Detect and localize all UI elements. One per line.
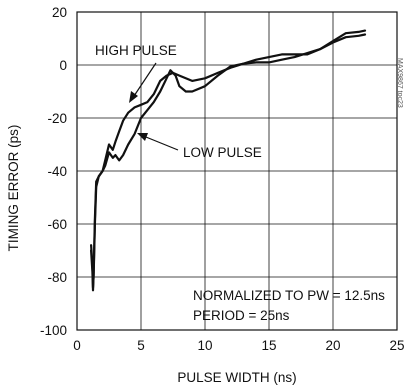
high-pulse-label: HIGH PULSE	[95, 43, 177, 58]
low-pulse-label: LOW PULSE	[183, 145, 262, 160]
x-axis-ticks: 0 5 10 15 20 25	[73, 338, 404, 353]
x-tick-label: 20	[325, 338, 340, 353]
y-tick-label: 0	[59, 58, 67, 73]
series-line-low-pulse	[90, 33, 367, 292]
x-tick-label: 0	[73, 338, 81, 353]
x-tick-label: 25	[389, 338, 404, 353]
y-tick-label: -60	[47, 217, 67, 232]
y-tick-label: -20	[47, 111, 67, 126]
y-tick-label: -80	[47, 270, 67, 285]
y-tick-label: 20	[52, 5, 67, 20]
watermark: MAX9867 toc23	[396, 58, 403, 108]
y-axis-ticks: 20 0 -20 -40 -60 -80 -100	[40, 5, 67, 338]
series-group	[90, 29, 367, 292]
high-pulse-arrow-line	[131, 62, 157, 100]
low-pulse-arrow-line	[140, 134, 179, 151]
high-pulse-arrowhead	[129, 91, 138, 103]
grid	[77, 12, 397, 330]
low-pulse-arrowhead	[137, 133, 148, 141]
x-tick-label: 10	[197, 338, 212, 353]
y-tick-label: -40	[47, 164, 67, 179]
y-axis-title: TIMING ERROR (ps)	[6, 125, 21, 252]
plot-frame	[76, 11, 398, 331]
normalization-note: NORMALIZED TO PW = 12.5ns	[193, 288, 385, 303]
y-tick-label: -100	[40, 323, 67, 338]
x-tick-label: 15	[261, 338, 276, 353]
x-axis-title: PULSE WIDTH (ns)	[177, 370, 296, 385]
x-tick-label: 5	[137, 338, 145, 353]
period-note: PERIOD = 25ns	[193, 308, 290, 323]
